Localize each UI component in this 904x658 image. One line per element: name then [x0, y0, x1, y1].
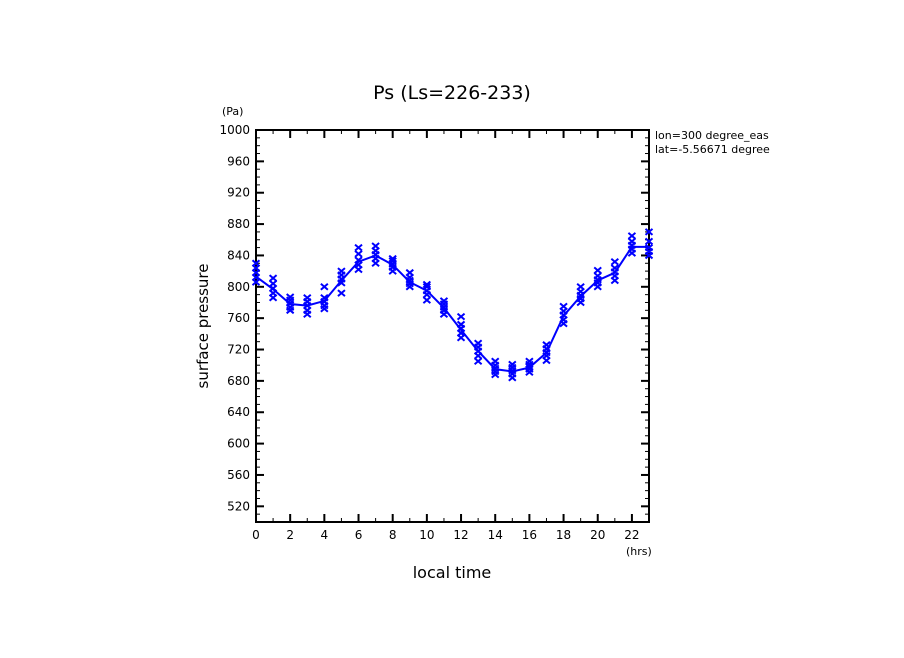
data-point-x-marker [268, 279, 278, 288]
data-point-x-marker [610, 257, 619, 266]
data-point-x-marker [576, 283, 585, 291]
y-tick-label: 680 [227, 374, 250, 388]
x-axis-label: local time [413, 563, 492, 582]
data-point-x-marker [422, 280, 432, 289]
data-point-x-marker [491, 357, 500, 366]
y-tick-label: 800 [227, 280, 250, 294]
y-tick-label: 960 [227, 154, 250, 168]
x-tick-label: 0 [252, 528, 260, 542]
annotation-lon: lon=300 degree_eas [655, 129, 769, 142]
data-point-x-marker [644, 243, 654, 252]
data-point-x-marker [525, 363, 534, 371]
y-tick-label: 760 [227, 311, 250, 325]
x-tick-label: 22 [624, 528, 639, 542]
plot-frame [255, 129, 650, 523]
data-point-x-marker [593, 272, 602, 280]
data-point-x-marker [627, 232, 637, 240]
data-point-x-marker [473, 339, 483, 348]
x-tick-label: 6 [355, 528, 363, 542]
data-point-x-marker [371, 242, 380, 250]
y-tick-label: 600 [227, 437, 250, 451]
y-tick-label: 840 [227, 248, 250, 262]
data-point-x-marker [610, 264, 619, 272]
data-point-x-marker [354, 256, 363, 264]
y-axis-label: surface pressure [194, 264, 212, 389]
x-tick-label: 8 [389, 528, 397, 542]
data-point-x-marker [422, 296, 432, 304]
x-tick-label: 12 [453, 528, 468, 542]
y-unit: (Pa) [222, 105, 243, 118]
y-tick-label: 720 [227, 343, 250, 357]
data-point-x-marker [644, 237, 654, 246]
x-tick-label: 20 [590, 528, 605, 542]
x-tick-label: 16 [522, 528, 537, 542]
data-point-x-marker [644, 228, 654, 236]
data-point-x-marker [593, 266, 602, 275]
data-point-x-marker [354, 250, 363, 258]
data-point-x-marker [473, 357, 483, 366]
y-tick-label: 920 [227, 186, 250, 200]
data-point-x-marker [422, 283, 432, 291]
data-point-x-marker [542, 341, 551, 349]
y-tick-label: 560 [227, 468, 250, 482]
data-point-x-marker [456, 312, 466, 321]
data-point-x-marker [439, 297, 449, 305]
data-point-x-marker [388, 257, 397, 265]
y-tick-label: 1000 [219, 123, 250, 137]
data-point-x-marker [456, 320, 466, 329]
x-tick-label: 10 [419, 528, 434, 542]
x-tick-label: 4 [321, 528, 329, 542]
data-point-x-marker [508, 360, 517, 369]
data-point-x-marker [388, 254, 397, 263]
data-point-x-marker [354, 243, 363, 252]
chart-title: Ps (Ls=226-233) [373, 82, 531, 104]
x-tick-label: 14 [488, 528, 503, 542]
data-point-x-marker [627, 237, 637, 246]
data-point-x-marker [320, 283, 329, 291]
y-tick-label: 880 [227, 217, 250, 231]
data-point-x-marker [405, 268, 414, 277]
data-point-x-marker [337, 289, 346, 297]
data-point-x-marker [559, 302, 568, 311]
data-point-x-marker [525, 357, 534, 366]
data-point-x-marker [320, 294, 329, 302]
data-point-x-marker [268, 274, 278, 282]
y-tick-label: 520 [227, 499, 250, 513]
data-point-x-marker [286, 293, 295, 301]
data-point-x-marker [251, 259, 261, 268]
data-point-x-marker [303, 294, 312, 302]
data-point-x-marker [337, 267, 346, 275]
x-tick-label: 18 [556, 528, 571, 542]
x-unit: (hrs) [626, 545, 652, 558]
series-line [255, 245, 649, 373]
annotation-lat: lat=-5.56671 degree [655, 143, 770, 156]
x-tick-label: 2 [286, 528, 294, 542]
y-tick-label: 640 [227, 405, 250, 419]
